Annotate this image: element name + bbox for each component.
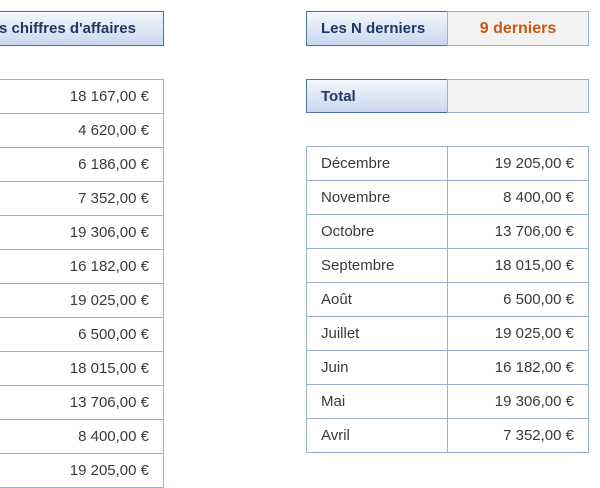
amount-value: 19 306,00 € bbox=[494, 393, 574, 410]
amount-cell[interactable]: 6 500,00 € bbox=[447, 282, 589, 317]
month-label: Octobre bbox=[321, 223, 375, 240]
month-label: Décembre bbox=[321, 155, 391, 172]
month-cell[interactable]: Octobre bbox=[306, 214, 448, 249]
month-cell[interactable]: Août bbox=[306, 282, 448, 317]
total-header-cell[interactable]: Total bbox=[306, 79, 448, 113]
amount-cell[interactable]: 8 400,00 € bbox=[447, 180, 589, 215]
left-value-cell[interactable]: 16 182,00 € bbox=[0, 249, 164, 284]
amount-value: 18 015,00 € bbox=[494, 257, 574, 274]
left-value-text: 18 167,00 € bbox=[69, 88, 149, 105]
amount-value: 6 500,00 € bbox=[503, 291, 574, 308]
left-value-cell[interactable]: 19 306,00 € bbox=[0, 215, 164, 250]
month-label: Novembre bbox=[321, 189, 391, 206]
left-value-cell[interactable]: 18 167,00 € bbox=[0, 79, 164, 114]
amount-value: 7 352,00 € bbox=[503, 427, 574, 444]
amount-cell[interactable]: 19 306,00 € bbox=[447, 384, 589, 419]
amount-value: 16 182,00 € bbox=[494, 359, 574, 376]
month-label: Juillet bbox=[321, 325, 360, 342]
amount-cell[interactable]: 18 015,00 € bbox=[447, 248, 589, 283]
month-cell[interactable]: Juillet bbox=[306, 316, 448, 351]
left-value-cell[interactable]: 18 015,00 € bbox=[0, 351, 164, 386]
month-cell[interactable]: Décembre bbox=[306, 146, 448, 181]
left-value-text: 7 352,00 € bbox=[78, 190, 149, 207]
left-value-text: 4 620,00 € bbox=[78, 122, 149, 139]
n-derniers-value-cell[interactable]: 9 derniers bbox=[447, 11, 589, 46]
amount-cell[interactable]: 7 352,00 € bbox=[447, 418, 589, 453]
month-label: Septembre bbox=[321, 257, 395, 274]
left-value-text: 16 182,00 € bbox=[69, 258, 149, 275]
amount-value: 19 025,00 € bbox=[494, 325, 574, 342]
amount-cell[interactable]: 19 025,00 € bbox=[447, 316, 589, 351]
month-label: Juin bbox=[321, 359, 349, 376]
left-value-text: 8 400,00 € bbox=[78, 428, 149, 445]
left-value-cell[interactable]: 19 205,00 € bbox=[0, 453, 164, 488]
month-cell[interactable]: Septembre bbox=[306, 248, 448, 283]
left-value-text: 19 306,00 € bbox=[69, 224, 149, 241]
month-label: Août bbox=[321, 291, 352, 308]
month-cell[interactable]: Mai bbox=[306, 384, 448, 419]
left-value-cell[interactable]: 4 620,00 € bbox=[0, 113, 164, 148]
left-value-cell[interactable]: 19 025,00 € bbox=[0, 283, 164, 318]
total-label: Total bbox=[321, 87, 356, 105]
month-cell[interactable]: Juin bbox=[306, 350, 448, 385]
left-value-text: 6 500,00 € bbox=[78, 326, 149, 343]
left-value-cell[interactable]: 8 400,00 € bbox=[0, 419, 164, 454]
left-value-text: 6 186,00 € bbox=[78, 156, 149, 173]
left-value-cell[interactable]: 6 186,00 € bbox=[0, 147, 164, 182]
n-derniers-header-cell[interactable]: Les N derniers bbox=[306, 11, 448, 46]
left-value-text: 13 706,00 € bbox=[69, 394, 149, 411]
left-header-label: s chiffres d'affaires bbox=[0, 20, 136, 37]
left-value-text: 18 015,00 € bbox=[69, 360, 149, 377]
amount-cell[interactable]: 13 706,00 € bbox=[447, 214, 589, 249]
amount-value: 19 205,00 € bbox=[494, 155, 574, 172]
amount-cell[interactable]: 16 182,00 € bbox=[447, 350, 589, 385]
left-header-cell[interactable]: s chiffres d'affaires bbox=[0, 11, 164, 46]
month-cell[interactable]: Avril bbox=[306, 418, 448, 453]
left-value-text: 19 025,00 € bbox=[69, 292, 149, 309]
amount-cell[interactable]: 19 205,00 € bbox=[447, 146, 589, 181]
amount-value: 8 400,00 € bbox=[503, 189, 574, 206]
amount-value: 13 706,00 € bbox=[494, 223, 574, 240]
month-label: Mai bbox=[321, 393, 346, 410]
total-value-cell[interactable] bbox=[447, 79, 589, 113]
n-derniers-value: 9 derniers bbox=[479, 19, 557, 37]
month-label: Avril bbox=[321, 427, 350, 444]
left-value-cell[interactable]: 13 706,00 € bbox=[0, 385, 164, 420]
left-value-cell[interactable]: 6 500,00 € bbox=[0, 317, 164, 352]
n-derniers-label: Les N derniers bbox=[321, 20, 426, 37]
left-value-cell[interactable]: 7 352,00 € bbox=[0, 181, 164, 216]
month-cell[interactable]: Novembre bbox=[306, 180, 448, 215]
left-value-text: 19 205,00 € bbox=[69, 462, 149, 479]
